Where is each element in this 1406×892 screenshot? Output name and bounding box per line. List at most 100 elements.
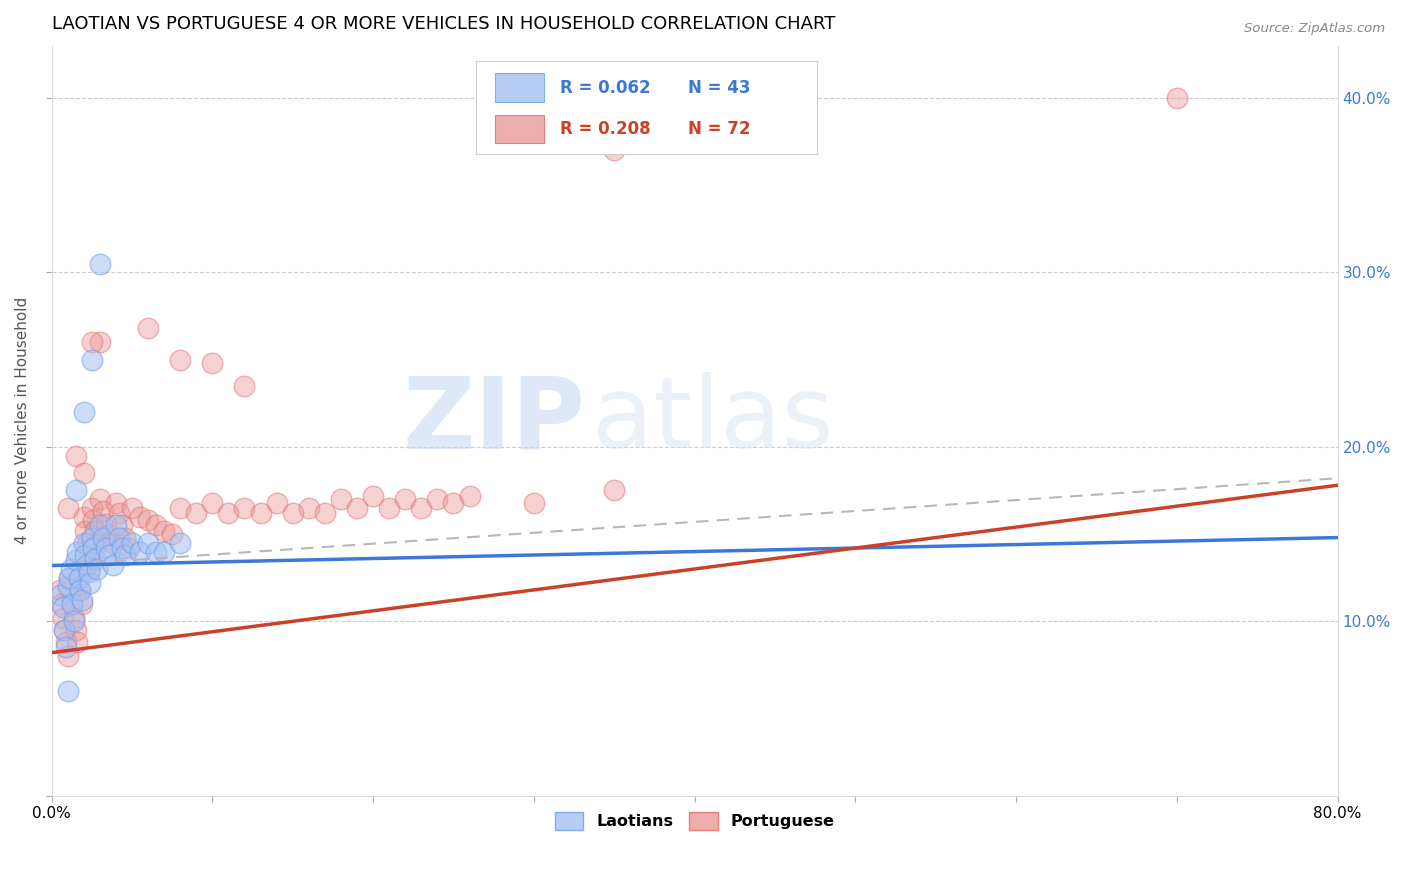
Point [523, 496, 546, 510]
FancyBboxPatch shape [495, 73, 544, 102]
Text: atlas: atlas [592, 372, 834, 469]
Point [84, 551, 107, 566]
Point [56, 500, 79, 515]
FancyBboxPatch shape [495, 115, 544, 144]
Point [76, 536, 98, 550]
Point [91, 504, 114, 518]
Point [394, 492, 416, 507]
Point [129, 509, 152, 524]
Point [65, 623, 87, 637]
Point [48, 582, 70, 597]
Point [75, 524, 97, 538]
Point [58, 571, 80, 585]
Point [169, 352, 191, 367]
Text: LAOTIAN VS PORTUGUESE 4 OR MORE VEHICLES IN HOUSEHOLD CORRELATION CHART: LAOTIAN VS PORTUGUESE 4 OR MORE VEHICLES… [52, 15, 835, 33]
Point [121, 500, 143, 515]
Point [186, 506, 208, 520]
Point [89, 492, 111, 507]
Point [101, 558, 124, 573]
Point [89, 518, 111, 533]
Point [443, 496, 465, 510]
Point [426, 492, 449, 507]
Point [458, 489, 481, 503]
Point [55, 640, 77, 655]
Point [411, 500, 433, 515]
Point [217, 506, 239, 520]
Text: R = 0.208: R = 0.208 [560, 120, 650, 138]
Point [603, 483, 626, 498]
Point [52, 611, 75, 625]
Point [266, 496, 288, 510]
Point [101, 536, 124, 550]
Text: R = 0.062: R = 0.062 [560, 78, 650, 96]
Point [153, 544, 176, 558]
Point [118, 541, 141, 555]
Point [136, 513, 159, 527]
Point [86, 562, 108, 576]
Point [89, 335, 111, 350]
Point [77, 548, 100, 562]
Point [53, 623, 76, 637]
Point [66, 635, 89, 649]
Point [298, 500, 321, 515]
Point [84, 524, 107, 538]
Point [153, 524, 176, 538]
Point [56, 649, 79, 664]
Point [82, 541, 104, 555]
Point [145, 518, 167, 533]
Text: Source: ZipAtlas.com: Source: ZipAtlas.com [1244, 22, 1385, 36]
Point [48, 588, 70, 602]
Point [108, 506, 131, 520]
Point [56, 684, 79, 698]
Point [233, 500, 256, 515]
Point [53, 623, 76, 637]
Point [111, 541, 134, 555]
Point [104, 518, 127, 533]
Point [70, 593, 93, 607]
Point [67, 571, 90, 585]
Point [80, 500, 103, 515]
Point [361, 489, 384, 503]
Point [80, 352, 103, 367]
Point [73, 405, 96, 419]
Point [80, 531, 103, 545]
Point [65, 449, 87, 463]
Point [346, 500, 368, 515]
Point [233, 379, 256, 393]
Point [96, 541, 118, 555]
Point [121, 536, 143, 550]
Point [55, 635, 77, 649]
Point [62, 597, 84, 611]
Point [91, 531, 114, 545]
Point [56, 579, 79, 593]
Point [66, 544, 89, 558]
Point [51, 597, 73, 611]
Point [75, 548, 97, 562]
Point [58, 571, 80, 585]
Point [65, 553, 87, 567]
Legend: Laotians, Portuguese: Laotians, Portuguese [548, 805, 841, 837]
Point [67, 571, 90, 585]
Point [79, 576, 101, 591]
Point [82, 513, 104, 527]
Point [129, 544, 152, 558]
Point [79, 562, 101, 576]
Point [69, 582, 91, 597]
FancyBboxPatch shape [477, 61, 817, 154]
Point [69, 582, 91, 597]
Point [378, 500, 401, 515]
Point [98, 548, 121, 562]
Point [89, 257, 111, 271]
Point [145, 544, 167, 558]
Text: ZIP: ZIP [402, 372, 585, 469]
Point [52, 600, 75, 615]
Point [314, 506, 336, 520]
Point [329, 492, 352, 507]
Point [86, 536, 108, 550]
Point [73, 509, 96, 524]
Point [76, 558, 98, 573]
Point [249, 506, 271, 520]
Point [73, 536, 96, 550]
Point [169, 500, 191, 515]
Point [281, 506, 304, 520]
